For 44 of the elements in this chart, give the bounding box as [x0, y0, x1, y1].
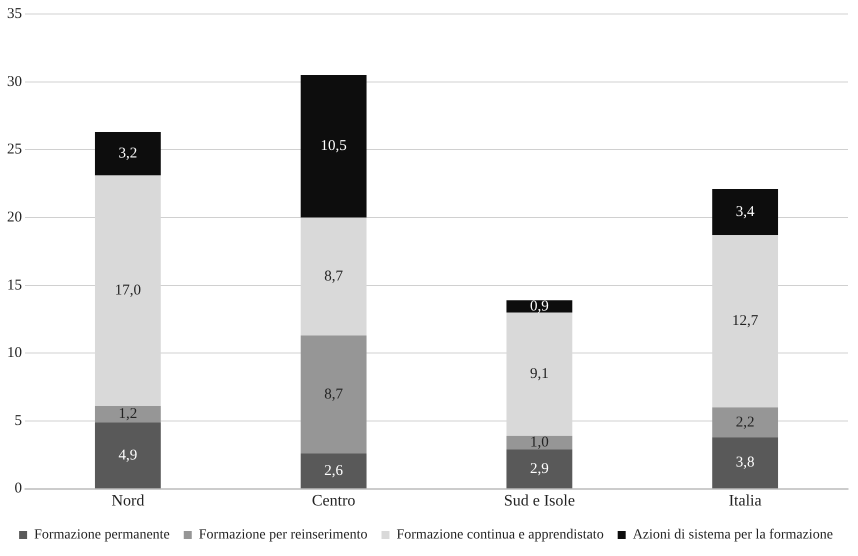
bar — [300, 454, 367, 488]
y-tick-label: 35 — [7, 6, 22, 22]
data-label: 3,8 — [736, 454, 754, 471]
x-tick-label: Nord — [111, 492, 144, 510]
y-tick-label: 30 — [7, 74, 22, 90]
data-label: 1,2 — [118, 406, 138, 422]
data-label: 2,9 — [530, 460, 549, 477]
data-label: 17,0 — [114, 282, 141, 299]
data-label: 0,9 — [530, 298, 549, 314]
data-label: 9,1 — [530, 366, 549, 382]
y-tick-label: 15 — [7, 277, 22, 294]
bar — [506, 436, 572, 450]
data-label: 8,7 — [324, 268, 344, 284]
bar — [712, 437, 778, 488]
bar — [712, 407, 778, 438]
legend-label: Formazione continua e apprendistato — [396, 528, 604, 543]
bar — [94, 406, 161, 422]
x-tick-label: Sud e Isole — [504, 492, 575, 510]
bar — [94, 422, 161, 488]
bar — [300, 75, 367, 218]
bar — [712, 189, 778, 236]
y-tick-label: 5 — [14, 412, 22, 429]
legend-label: Formazione permanente — [34, 528, 170, 543]
bar — [506, 449, 572, 488]
data-label: 4,9 — [118, 447, 138, 464]
bar — [300, 336, 367, 454]
x-tick-label: Centro — [312, 492, 356, 510]
y-tick-label: 10 — [7, 345, 22, 362]
y-tick-label: 25 — [7, 142, 22, 158]
data-label: 3,4 — [736, 204, 755, 220]
data-label: 8,7 — [324, 386, 344, 402]
bar — [506, 300, 572, 312]
legend-label: Formazione per reinserimento — [198, 528, 368, 543]
data-label: 1,0 — [530, 434, 549, 451]
data-label: 12,7 — [732, 313, 759, 330]
data-label: 10,5 — [320, 138, 347, 154]
x-tick-label: Italia — [728, 492, 762, 510]
data-label: 3,2 — [118, 146, 138, 162]
data-label: 2,2 — [736, 414, 754, 430]
y-tick-label: 20 — [7, 209, 22, 226]
data-label: 2,6 — [324, 462, 344, 479]
y-tick-label: 0 — [14, 480, 22, 497]
bar — [94, 132, 161, 176]
legend-label: Azioni di sistema per la formazione — [632, 528, 833, 543]
